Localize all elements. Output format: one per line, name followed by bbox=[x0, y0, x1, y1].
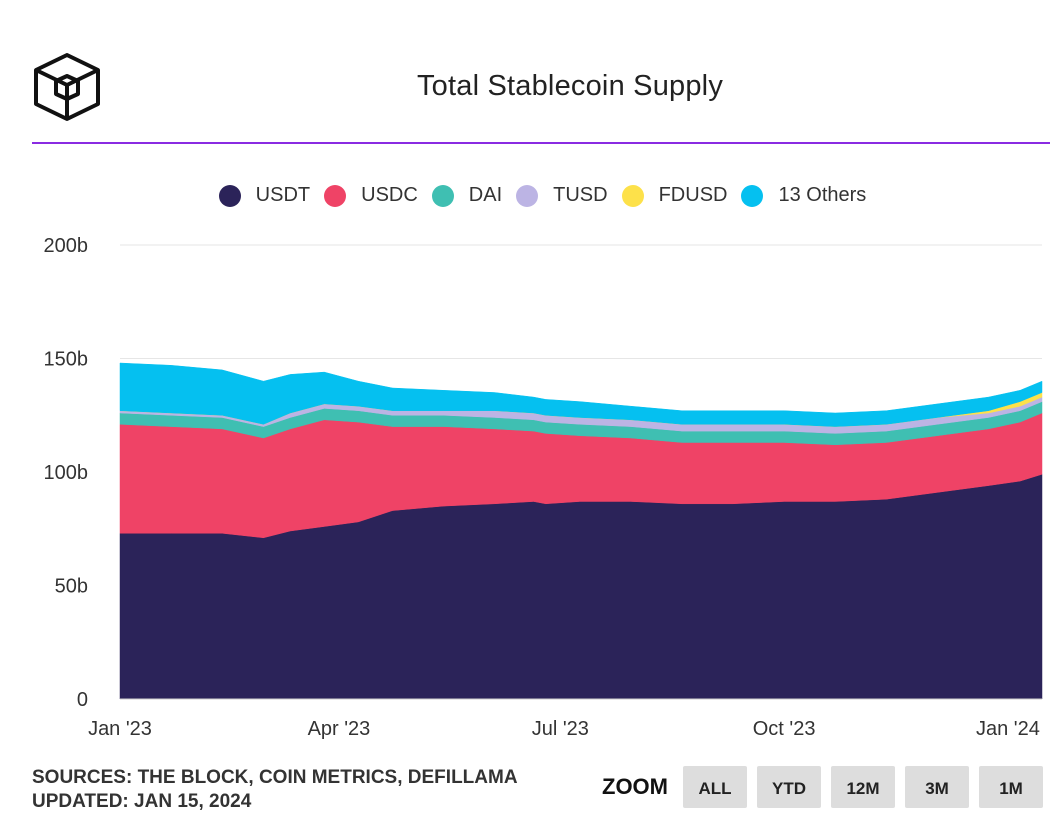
x-tick-label: Jul '23 bbox=[532, 718, 589, 740]
zoom-1m-button[interactable]: 1M bbox=[979, 766, 1043, 808]
legend-swatch bbox=[621, 184, 644, 207]
legend-swatch bbox=[741, 184, 764, 207]
zoom-label: ZOOM bbox=[602, 774, 668, 799]
chart-title: Total Stablecoin Supply bbox=[416, 70, 724, 102]
legend-item-usdt[interactable]: USDT bbox=[218, 184, 311, 207]
cube-logo-icon bbox=[34, 53, 100, 121]
chart-legend: USDT USDC DAI TUSD FDUSD 13 Others bbox=[0, 184, 1052, 207]
x-tick-label: Apr '23 bbox=[308, 718, 371, 740]
y-tick-label: 0 bbox=[77, 689, 88, 711]
stacked-area-chart: 0 50b 100b 150b 200b Jan '23 Apr '23 Jul '23 Oct… bbox=[44, 235, 1043, 740]
zoom-ytd-button[interactable]: YTD bbox=[757, 766, 821, 808]
y-tick-label: 100b bbox=[44, 462, 89, 484]
legend-label: TUSD bbox=[553, 184, 608, 206]
y-tick-label: 150b bbox=[44, 349, 89, 371]
legend-swatch bbox=[324, 184, 347, 207]
legend-label: FDUSD bbox=[658, 184, 728, 206]
legend-label: USDT bbox=[255, 184, 311, 206]
zoom-all-button[interactable]: ALL bbox=[683, 766, 747, 808]
zoom-3m-button[interactable]: 3M bbox=[905, 766, 969, 808]
legend-item-dai[interactable]: DAI bbox=[431, 184, 503, 207]
legend-swatch bbox=[218, 184, 241, 207]
area-series-others[interactable] bbox=[119, 362, 1043, 427]
legend-item-others[interactable]: 13 Others bbox=[741, 184, 866, 207]
x-tick-label: Jan '23 bbox=[88, 718, 152, 740]
legend-label: 13 Others bbox=[778, 184, 867, 206]
sources-text: SOURCES: THE BLOCK, COIN METRICS, DEFILL… bbox=[32, 767, 518, 788]
zoom-12m-button[interactable]: 12M bbox=[831, 766, 895, 808]
legend-label: DAI bbox=[468, 184, 503, 206]
y-tick-label: 50b bbox=[55, 576, 88, 598]
legend-label: USDC bbox=[361, 184, 418, 206]
x-tick-label: Oct '23 bbox=[753, 718, 816, 740]
legend-item-tusd[interactable]: TUSD bbox=[516, 184, 608, 207]
y-tick-label: 200b bbox=[44, 235, 89, 257]
legend-swatch bbox=[516, 184, 539, 207]
updated-text: UPDATED: JAN 15, 2024 bbox=[32, 791, 252, 812]
legend-swatch bbox=[431, 184, 454, 207]
sources-note: SOURCES: THE BLOCK, COIN METRICS, DEFILL… bbox=[32, 766, 518, 814]
x-tick-label: Jan '24 bbox=[976, 718, 1040, 740]
legend-item-usdc[interactable]: USDC bbox=[324, 184, 418, 207]
title-divider bbox=[32, 142, 1050, 144]
legend-item-fdusd[interactable]: FDUSD bbox=[621, 184, 728, 207]
